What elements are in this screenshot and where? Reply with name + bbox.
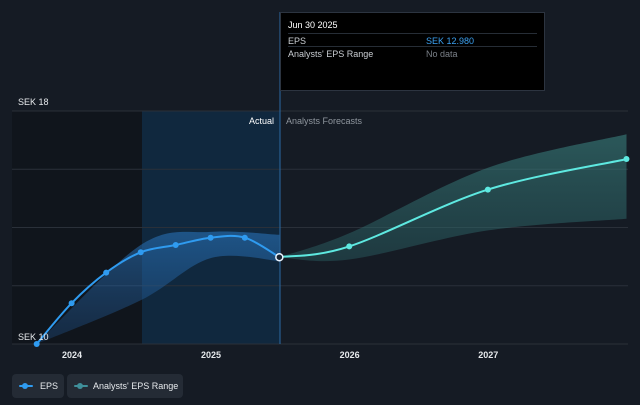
tooltip-eps-label: EPS: [288, 36, 307, 46]
forecast-point: [346, 243, 353, 250]
past-range-band: [36, 231, 280, 344]
eps-point: [68, 300, 75, 307]
tooltip-row-range: Analysts' EPS Range No data: [288, 46, 537, 60]
eps-point: [103, 269, 110, 276]
eps-point: [33, 341, 40, 347]
forecast-point: [623, 156, 630, 163]
tooltip-title: Jun 30 2025: [288, 20, 338, 30]
x-tick-label: 2025: [201, 350, 221, 360]
legend-range-label: Analysts' EPS Range: [93, 381, 179, 391]
forecast-label: Analysts Forecasts: [286, 116, 363, 126]
legend-range[interactable]: Analysts' EPS Range: [67, 374, 183, 398]
eps-point: [137, 249, 144, 256]
x-tick-label: 2026: [340, 350, 360, 360]
range-dot-icon: [77, 383, 83, 389]
y-tick-label: SEK 10: [18, 332, 49, 342]
tooltip-row-eps: EPS SEK 12.980: [288, 33, 537, 47]
forecast-point: [484, 186, 491, 193]
y-tick-label: SEK 18: [18, 97, 49, 107]
legend-eps[interactable]: EPS: [12, 374, 64, 398]
x-tick-label: 2024: [62, 350, 82, 360]
tooltip-eps-value: SEK 12.980: [426, 36, 475, 46]
forecast-range-band: [279, 134, 627, 262]
actual-label: Actual: [249, 116, 274, 126]
forecast-line: [279, 158, 627, 259]
x-tick-label: 2027: [478, 350, 498, 360]
eps-point: [172, 241, 179, 248]
eps-point: [275, 252, 284, 262]
eps-point: [207, 234, 214, 241]
tooltip-range-value: No data: [426, 49, 458, 59]
eps-dot-icon: [22, 383, 28, 389]
tooltip-range-label: Analysts' EPS Range: [288, 49, 374, 59]
legend-eps-label: EPS: [40, 381, 59, 391]
tooltip: Jun 30 2025 EPS SEK 12.980 Analysts' EPS…: [280, 12, 545, 91]
eps-point: [241, 234, 248, 241]
